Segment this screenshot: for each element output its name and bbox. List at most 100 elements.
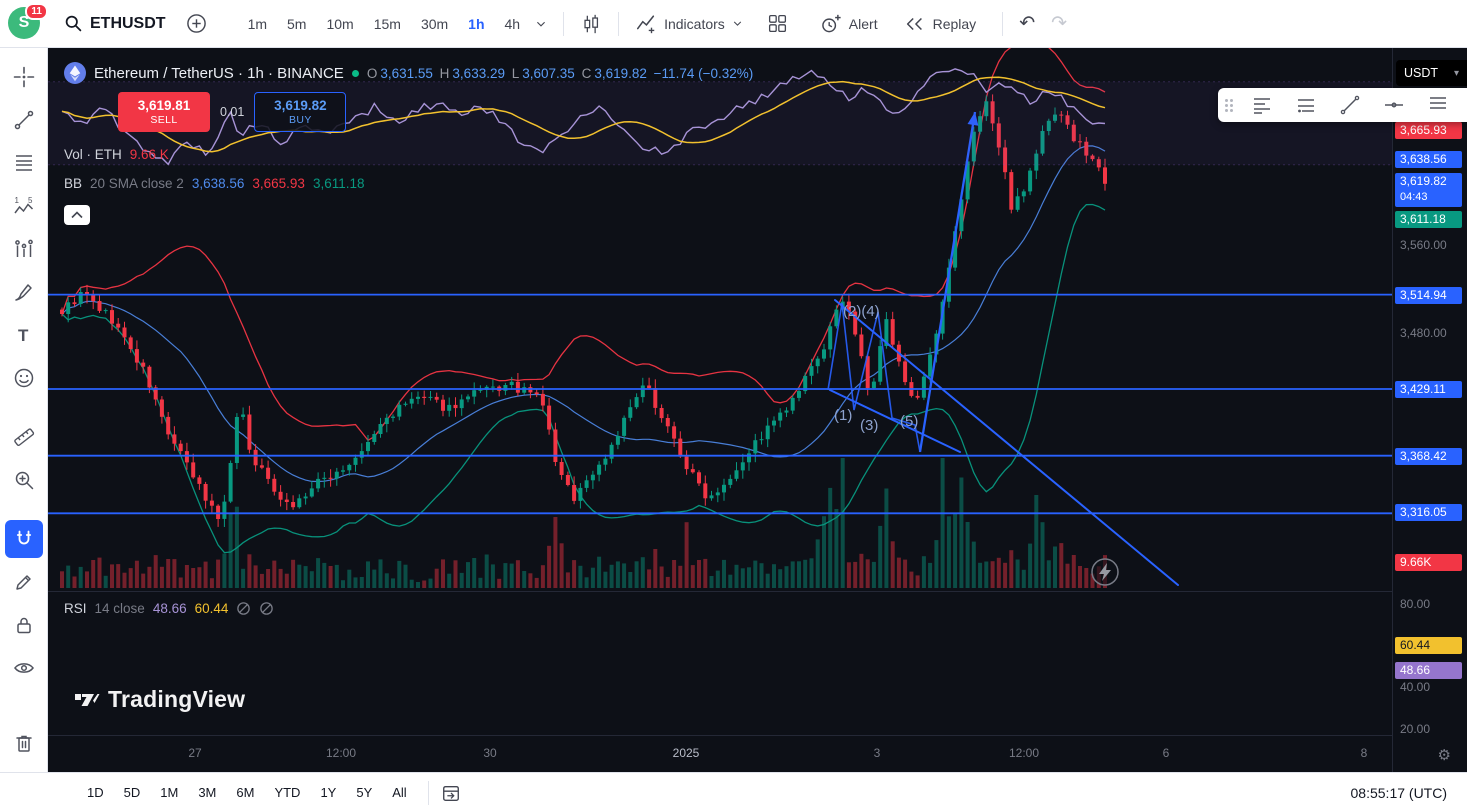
symbol-search[interactable]: ETHUSDT [64,14,166,33]
magnet-tool[interactable] [4,520,43,558]
chevron-up-icon [71,211,83,219]
price-label: 3,665.93 [1395,121,1462,139]
high-value: 3,633.29 [452,65,505,81]
time-axis-label: 12:00 [1008,746,1040,760]
range-all[interactable]: All [392,785,407,800]
candlestick-icon [584,14,599,33]
timeframe-15m[interactable]: 15m [373,15,401,32]
chart-area[interactable]: (2)(4) (1) (3) (5) Ethereum / TetherUS · 1h… [48,48,1467,772]
volume-legend[interactable]: Vol · ETH 9.66 K [64,147,169,162]
session-clock[interactable]: 08:55:17 (UTC) [1350,784,1447,801]
emoji-tool[interactable] [5,359,43,397]
diagonal-line-icon [1340,95,1360,115]
fav-horizontal-line-tool[interactable] [1372,88,1416,122]
price-chart[interactable]: (2)(4) (1) (3) (5) [48,48,1392,591]
alert-label: Alert [848,15,878,32]
price-label: 40.00 [1400,679,1431,694]
chevron-down-icon [537,21,546,27]
price-label: 9.66K [1395,553,1462,571]
bb-legend[interactable]: BB 20 SMA close 2 3,638.56 3,665.93 3,61… [64,176,365,191]
go-to-date-button[interactable] [441,783,461,803]
range-ytd[interactable]: YTD [274,785,301,800]
no-symbol-icon[interactable] [236,601,251,616]
legend-collapse-button[interactable] [64,205,90,225]
layout-button[interactable] [759,7,796,41]
time-axis[interactable]: 27 12:00 30 2025 3 12:00 6 8 [48,735,1392,772]
fav-parallel-channel-tool[interactable] [1284,88,1328,122]
fav-cross-line-tool[interactable] [1416,88,1460,122]
timeframe-1m[interactable]: 1m [247,15,268,32]
indicators-button[interactable]: Indicators [627,7,751,41]
change-value: −11.74 (−0.32%) [653,65,754,81]
drag-handle-icon[interactable] [1218,98,1240,112]
timeframe-menu-button[interactable] [527,7,555,41]
timeframe-1h[interactable]: 1h [468,15,485,32]
magnet-icon [16,530,31,545]
close-label: C [581,65,592,81]
zoom-tool[interactable] [5,461,43,499]
bb-upper-value: 3,665.93 [252,176,305,191]
no-symbol-icon[interactable] [259,601,274,616]
time-axis-label: 6 [1162,746,1170,760]
open-label: O [366,65,378,81]
timeframe-10m[interactable]: 10m [326,15,354,32]
rsi-params: 14 close [94,601,145,616]
timeframe-5m[interactable]: 5m [287,15,307,32]
range-5d[interactable]: 5D [123,785,141,800]
toolbar-separator [427,780,429,805]
symbol-title[interactable]: Ethereum / TetherUS · 1h · BINANCE [94,64,344,82]
price-label: 3,514.94 [1395,286,1462,304]
undo-button[interactable]: ↶ [1019,13,1036,34]
currency-toggle[interactable]: USDT ▾ [1396,60,1467,86]
pane-divider[interactable] [48,591,1392,592]
fav-horizontal-lines-tool[interactable] [1240,88,1284,122]
buy-button[interactable]: 3,619.82 BUY [254,92,347,132]
lock-icon [16,617,31,634]
axis-settings-gear-icon[interactable]: ⚙ [1437,747,1451,764]
svg-text:(2)(4): (2)(4) [843,303,880,320]
rsi-ma-value: 60.44 [194,601,229,616]
alert-button[interactable]: Alert [812,7,886,41]
sell-price: 3,619.81 [137,98,191,114]
drawing-mode-tool[interactable] [5,563,43,601]
timeframe-30m[interactable]: 30m [420,15,449,32]
redo-button[interactable]: ↷ [1051,13,1068,34]
watermark-text: TradingView [108,686,246,712]
user-avatar[interactable]: S 11 [8,2,48,41]
indicators-label: Indicators [664,15,725,32]
top-toolbar: S 11 ETHUSDT 1m 5m 10m 15m 30m 1h 4h [0,0,1467,48]
range-6m[interactable]: 6M [236,785,255,800]
currency-label: USDT [1404,66,1439,80]
fav-trend-line-tool[interactable] [1328,88,1372,122]
sell-button[interactable]: 3,619.81 SELL [118,92,210,132]
timeframe-4h[interactable]: 4h [504,15,521,32]
replay-button[interactable]: Replay [896,7,985,41]
hide-all-tool[interactable] [5,649,43,687]
range-5y[interactable]: 5Y [356,785,373,800]
range-3m[interactable]: 3M [198,785,217,800]
buy-price: 3,619.82 [274,98,327,114]
rsi-legend[interactable]: RSI 14 close 48.66 60.44 [64,601,274,616]
add-symbol-button[interactable] [178,7,215,41]
range-1y[interactable]: 1Y [320,785,337,800]
range-1m[interactable]: 1M [160,785,179,800]
remove-drawings-tool[interactable] [5,724,43,762]
cursor-cross-tool[interactable] [5,58,43,96]
fib-retracement-tool[interactable] [5,144,43,182]
chart-style-button[interactable] [572,7,610,41]
trend-line-tool[interactable] [5,101,43,139]
range-1d[interactable]: 1D [87,785,104,800]
measure-tool[interactable] [5,418,43,456]
text-tool[interactable]: T [5,316,43,354]
price-scale[interactable]: ⚙ 3,665.93 3,638.56 3,619.82 04:43 3,611.18 3… [1392,48,1467,772]
lock-all-tool[interactable] [5,606,43,644]
ruler-icon [13,428,34,447]
rsi-value: 48.66 [152,601,187,616]
brush-tool[interactable] [5,273,43,311]
low-value: 3,607.35 [522,65,575,81]
stacked-lines-icon [1254,98,1270,114]
replay-label: Replay [932,15,977,32]
price-label: 48.66 [1395,661,1462,679]
forecast-tool[interactable] [5,230,43,268]
